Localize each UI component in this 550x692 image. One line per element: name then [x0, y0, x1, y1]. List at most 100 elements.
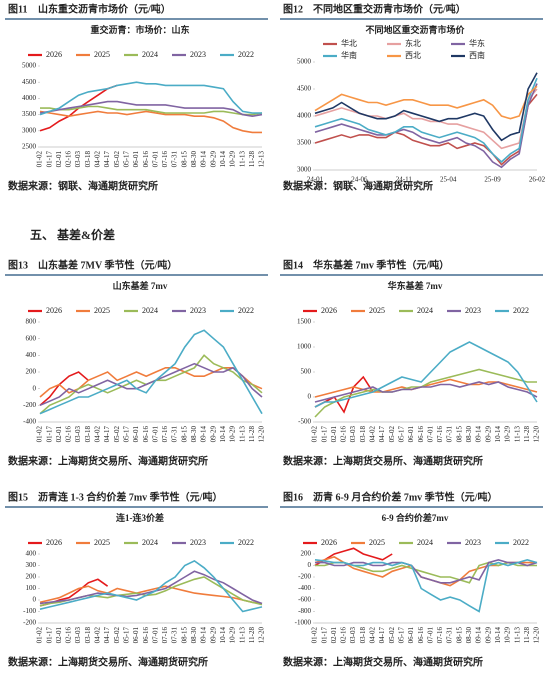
figure-number: 图16: [283, 491, 303, 503]
x-tick-label: 01-02: [311, 627, 319, 644]
legend-label: 2023: [465, 538, 481, 547]
x-tick-label: 09-29: [209, 151, 217, 168]
x-tick-label: 09-14: [475, 627, 483, 644]
legend-label: 2022: [513, 306, 529, 315]
x-tick-label: 07-01: [151, 151, 159, 168]
series-line: [314, 547, 393, 567]
legend-label: 2025: [94, 306, 110, 315]
x-tick-label: 04-02: [94, 151, 102, 168]
series-line: [39, 354, 263, 415]
x-tick-label: 26-02: [529, 176, 546, 184]
legend-label: 2022: [513, 538, 529, 547]
x-tick-label: 07-16: [436, 426, 444, 443]
x-tick-label: 10-29: [504, 627, 512, 644]
figure-caption: 山东重交沥青市场价（元/吨）: [38, 2, 171, 15]
source-note: 数据来源：上海期货交易所、海通期货研究所: [283, 655, 483, 668]
x-tick-label: 10-14: [494, 627, 502, 644]
x-tick-label: 01-02: [36, 627, 44, 644]
series-line: [39, 559, 263, 613]
x-tick-label: 05-02: [388, 426, 396, 443]
x-tick-label: 04-17: [103, 426, 111, 443]
legend-label: 2024: [417, 538, 433, 547]
x-tick-label: 07-01: [151, 627, 159, 644]
legend-label: 2022: [238, 306, 254, 315]
chart-title: 6-9 合约价差7mv: [382, 512, 449, 523]
legend-label: 2026: [46, 50, 62, 59]
legend-label: 2024: [142, 538, 158, 547]
x-tick-label: 06-16: [142, 426, 150, 443]
y-tick-label: 1000: [297, 343, 312, 351]
y-tick-label: 0: [308, 393, 312, 401]
x-tick-label: 06-16: [142, 151, 150, 168]
legend-label: 华东: [469, 38, 485, 48]
x-tick-label: 07-16: [436, 627, 444, 644]
legend-label: 2026: [46, 306, 62, 315]
legend-label: 华南: [341, 50, 357, 60]
x-tick-label: 09-14: [475, 426, 483, 443]
y-tick-label: 0: [33, 384, 37, 392]
x-tick-label: 05-02: [113, 426, 121, 443]
x-tick-label: 05-02: [113, 151, 121, 168]
y-tick-label: -1000: [295, 619, 312, 627]
source-note: 数据来源：上海期货交易所、海通期货研究所: [8, 454, 208, 467]
x-tick-label: 09-29: [209, 426, 217, 443]
x-tick-label: 25-04: [440, 176, 457, 184]
y-tick-label: -500: [298, 418, 311, 426]
x-tick-label: 06-16: [417, 627, 425, 644]
x-tick-label: 03-18: [84, 151, 92, 168]
x-tick-label: 12-13: [258, 151, 266, 168]
legend-label: 2025: [369, 538, 385, 547]
x-tick-label: 05-17: [122, 426, 130, 443]
series-line: [39, 81, 262, 116]
x-tick-label: 08-15: [180, 627, 188, 644]
x-tick-label: 02-16: [65, 151, 73, 168]
figure-caption: 华东基差 7mv 季节性（元/吨）: [313, 258, 449, 271]
y-tick-label: 100: [26, 584, 37, 592]
y-tick-label: 500: [301, 368, 312, 376]
series-line: [315, 558, 538, 584]
x-tick-label: 07-31: [446, 426, 454, 443]
series-line: [39, 570, 263, 605]
x-tick-label: 05-17: [397, 426, 405, 443]
y-tick-label: 300: [26, 561, 37, 569]
figure-number: 图14: [283, 259, 303, 271]
legend-label: 2025: [94, 50, 110, 59]
x-tick-label: 02-01: [55, 627, 63, 644]
y-tick-label: -200: [298, 573, 311, 581]
x-tick-label: 05-17: [122, 151, 130, 168]
x-tick-label: 02-16: [340, 426, 348, 443]
figure-number: 图11: [8, 3, 27, 15]
figure-caption: 沥青连 1-3 合约价差 7mv 季节性（元/吨）: [38, 490, 222, 503]
chart-title: 山东基差 7mv: [113, 280, 168, 291]
x-tick-label: 03-18: [84, 627, 92, 644]
x-tick-label: 04-17: [103, 151, 111, 168]
legend-label: 2023: [465, 306, 481, 315]
x-tick-label: 09-29: [484, 627, 492, 644]
x-tick-label: 01-17: [320, 426, 328, 443]
legend-label: 2023: [190, 50, 206, 59]
x-tick-label: 09-29: [209, 627, 217, 644]
x-tick-label: 05-17: [397, 627, 405, 644]
x-tick-label: 02-16: [65, 426, 73, 443]
x-tick-label: 24-11: [396, 176, 413, 184]
x-tick-label: 05-17: [122, 627, 130, 644]
x-tick-label: 10-14: [219, 627, 227, 644]
x-tick-label: 04-02: [369, 627, 377, 644]
x-tick-label: 02-01: [55, 151, 63, 168]
x-tick-label: 08-30: [190, 426, 198, 443]
y-tick-label: -800: [298, 607, 311, 615]
x-tick-label: 10-14: [219, 426, 227, 443]
series-line: [314, 341, 538, 408]
figure-number: 图13: [8, 259, 28, 271]
x-tick-label: 04-02: [94, 426, 102, 443]
x-tick-label: 03-03: [74, 627, 82, 644]
x-tick-label: 04-17: [378, 627, 386, 644]
y-tick-label: 4500: [22, 78, 37, 86]
x-tick-label: 06-01: [132, 627, 140, 644]
series-line: [39, 110, 262, 134]
x-tick-label: 10-29: [229, 426, 237, 443]
y-tick-label: 4000: [22, 94, 37, 102]
chart-title: 重交沥青：市场价：山东: [90, 24, 189, 35]
x-tick-label: 04-02: [94, 627, 102, 644]
